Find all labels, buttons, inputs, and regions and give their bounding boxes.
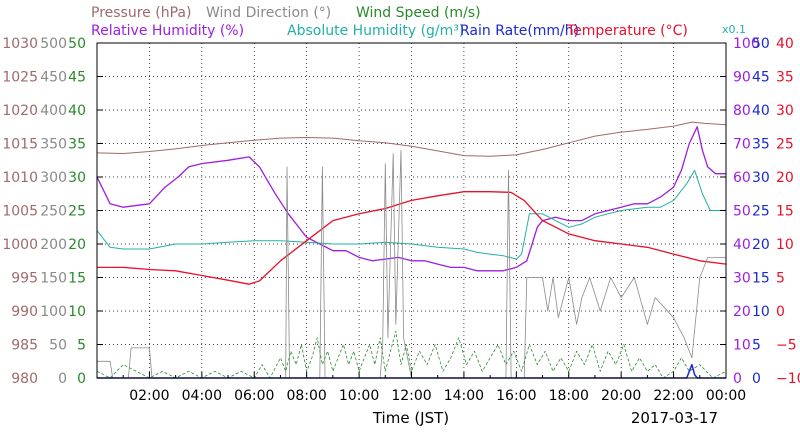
y-tick-label-wind-direction: 500 — [40, 36, 67, 52]
y-tick-label-wind-direction: 150 — [40, 271, 67, 287]
y-axes: 9809859909951000100510101015102010251030… — [2, 36, 800, 387]
x-tick-label: 08:00 — [286, 388, 326, 404]
legend-label-4: Relative Humidity (%) — [91, 23, 244, 39]
legend-label-2: Wind Direction (°) — [206, 5, 331, 21]
series-line-humidity — [96, 169, 726, 260]
legend-label-6: Rain Rate(mm/h) — [460, 23, 579, 39]
y-tick-label-humidity: 20 — [733, 304, 751, 320]
y-tick-label-pressure: 995 — [11, 271, 38, 287]
y-tick-label-temperature: 20 — [776, 170, 794, 186]
y-tick-label-humidity: 70 — [733, 137, 751, 153]
y-tick-label-wind-speed: 45 — [68, 70, 86, 86]
y-tick-label-rain-rate: 50 — [752, 36, 770, 52]
x-tick-label: 20:00 — [601, 388, 641, 404]
y-tick-label-wind-direction: 300 — [40, 170, 67, 186]
x-tick-label: 18:00 — [549, 388, 589, 404]
y-tick-label-wind-direction: 0 — [58, 371, 67, 387]
y-tick-label-humidity: 10 — [733, 338, 751, 354]
y-tick-label-wind-direction: 250 — [40, 204, 67, 220]
y-tick-label-humidity: 80 — [733, 103, 751, 119]
y-tick-label-temperature: 35 — [776, 70, 794, 86]
y-tick-label-pressure: 1005 — [2, 204, 38, 220]
x-tick-label: 10:00 — [339, 388, 379, 404]
y-tick-label-rain-rate: 0 — [752, 371, 761, 387]
y-tick-label-humidity: 50 — [733, 204, 751, 220]
y-tick-label-pressure: 1025 — [2, 70, 38, 86]
y-tick-label-pressure: 1020 — [2, 103, 38, 119]
y-tick-label-rain-rate: 10 — [752, 304, 770, 320]
legend: Pressure (hPa) Wind Direction (°) Wind Spe… — [91, 5, 746, 39]
y-tick-label-temperature: 15 — [776, 204, 794, 220]
series-layer — [96, 121, 727, 379]
x-tick-label: 00:00 — [706, 388, 746, 404]
x-tick-label: 12:00 — [391, 388, 431, 404]
y-tick-label-rain-rate: 20 — [752, 237, 770, 253]
y-tick-label-humidity: 30 — [733, 271, 751, 287]
y-tick-label-wind-direction: 50 — [49, 338, 67, 354]
series-line-pressure — [96, 121, 727, 157]
y-tick-label-pressure: 980 — [11, 371, 38, 387]
y-tick-label-wind-speed: 30 — [68, 170, 86, 186]
x-tick-label: 06:00 — [234, 388, 274, 404]
y-tick-label-temperature: 5 — [776, 271, 785, 287]
x-tick-label: 22:00 — [653, 388, 693, 404]
y-tick-label-pressure: 985 — [11, 338, 38, 354]
abs-humidity-scale-note: x0.1 — [722, 23, 746, 36]
y-tick-label-wind-direction: 450 — [40, 70, 67, 86]
y-tick-label-temperature: −10 — [776, 371, 800, 387]
y-tick-label-rain-rate: 45 — [752, 70, 770, 86]
y-tick-label-rain-rate: 30 — [752, 170, 770, 186]
x-axis-label: Time (JST) — [372, 409, 449, 427]
y-tick-label-pressure: 1030 — [2, 36, 38, 52]
y-tick-label-pressure: 1015 — [2, 137, 38, 153]
y-tick-label-rain-rate: 40 — [752, 103, 770, 119]
y-tick-label-rain-rate: 35 — [752, 137, 770, 153]
y-tick-label-temperature: 30 — [776, 103, 794, 119]
y-tick-label-humidity: 60 — [733, 170, 751, 186]
y-tick-label-wind-speed: 10 — [68, 304, 86, 320]
y-tick-label-wind-direction: 400 — [40, 103, 67, 119]
x-tick-label: 02:00 — [129, 388, 169, 404]
y-tick-label-humidity: 90 — [733, 70, 751, 86]
x-tick-label: 16:00 — [496, 388, 536, 404]
y-tick-label-humidity: 40 — [733, 237, 751, 253]
y-tick-label-temperature: 0 — [776, 304, 785, 320]
y-tick-label-wind-direction: 350 — [40, 137, 67, 153]
series-line-wind-speed — [96, 330, 727, 379]
y-tick-label-wind-speed: 50 — [68, 36, 86, 52]
y-tick-label-wind-speed: 20 — [68, 237, 86, 253]
series-line-humidity — [96, 126, 726, 272]
y-tick-label-wind-speed: 15 — [68, 271, 86, 287]
y-tick-label-rain-rate: 5 — [752, 338, 761, 354]
y-tick-label-humidity: 0 — [733, 371, 742, 387]
y-tick-label-wind-speed: 0 — [77, 371, 86, 387]
y-tick-label-wind-speed: 5 — [77, 338, 86, 354]
y-tick-label-rain-rate: 25 — [752, 204, 770, 220]
y-tick-label-wind-direction: 200 — [40, 237, 67, 253]
y-tick-label-wind-speed: 40 — [68, 103, 86, 119]
y-tick-label-wind-direction: 100 — [40, 304, 67, 320]
y-tick-label-rain-rate: 15 — [752, 271, 770, 287]
y-tick-label-pressure: 990 — [11, 304, 38, 320]
legend-label-7: Temperature (°C) — [566, 23, 688, 39]
y-tick-label-temperature: 40 — [776, 36, 794, 52]
legend-label-1: Pressure (hPa) — [91, 5, 191, 21]
y-tick-label-wind-speed: 35 — [68, 137, 86, 153]
legend-label-5: Absolute Humidity (g/m³) — [287, 23, 464, 39]
y-tick-label-pressure: 1000 — [2, 237, 38, 253]
x-tick-label: 04:00 — [182, 388, 222, 404]
y-tick-label-temperature: −5 — [776, 338, 797, 354]
date-label: 2017-03-17 — [631, 409, 718, 427]
y-tick-label-temperature: 10 — [776, 237, 794, 253]
legend-label-3: Wind Speed (m/s) — [356, 5, 481, 21]
x-tick-label: 14:00 — [444, 388, 484, 404]
y-tick-label-wind-speed: 25 — [68, 204, 86, 220]
y-tick-label-pressure: 1010 — [2, 170, 38, 186]
x-axis: 02:00 04:00 06:00 08:00 10:00 12:00 14:00 16:00… — [122, 372, 746, 404]
series-line-temperature — [97, 191, 727, 285]
y-tick-label-humidity: 100 — [733, 36, 760, 52]
y-tick-label-temperature: 25 — [776, 137, 794, 153]
